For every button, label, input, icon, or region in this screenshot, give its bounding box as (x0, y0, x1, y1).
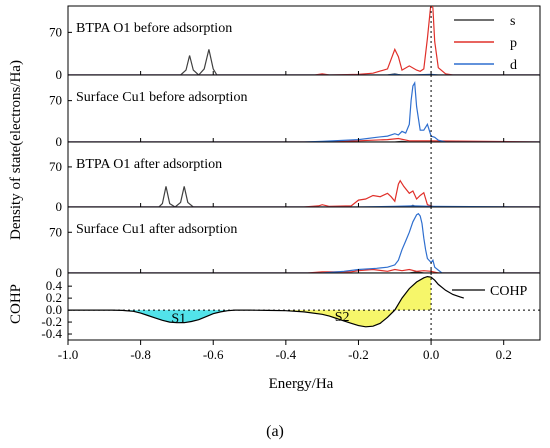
series-line-s (68, 49, 540, 75)
y-tick-label: 0 (56, 67, 63, 82)
legend-entry-p: p (510, 36, 517, 51)
dos-panel-3: 0 70 BTPA O1 after adsorption (49, 141, 541, 214)
cohp-legend-entry: COHP (490, 284, 528, 299)
cohp-region-fill-3 (394, 276, 432, 311)
x-tick-label: 0.0 (423, 347, 439, 362)
panel-title: BTPA O1 before adsorption (76, 21, 232, 36)
x-tick-label: -1.0 (58, 347, 79, 362)
x-tick-label: -0.8 (130, 347, 151, 362)
series-line-p (68, 6, 540, 75)
y-tick-label: 0 (56, 265, 63, 280)
y-tick-label: -0.4 (41, 326, 62, 341)
panel-frame (67, 272, 541, 341)
series-line-s (68, 186, 540, 207)
legend-entry-d: d (510, 58, 517, 73)
cohp-region-fill-1 (129, 310, 228, 323)
series-line-s (68, 140, 540, 142)
panel-title: BTPA O1 after adsorption (76, 157, 222, 172)
x-tick-label: -0.2 (348, 347, 369, 362)
cohp-region-label: S1 (171, 311, 186, 326)
y-tick-label: 0.2 (46, 290, 62, 305)
y-tick-label: 0 (56, 134, 63, 149)
x-tick-label: -0.6 (203, 347, 224, 362)
y-axis-label-dos: Density of state(electrons/Ha) (8, 60, 24, 240)
y-tick-label: -0.2 (41, 314, 62, 329)
panel-title: Surface Cu1 after adsorption (76, 222, 237, 237)
y-tick-label: 70 (49, 224, 62, 239)
y-tick-label: 0 (56, 199, 63, 214)
x-tick-label: 0.2 (496, 347, 512, 362)
series-line-d (68, 212, 540, 273)
y-tick-label: 0.0 (46, 302, 62, 317)
figure-caption: (a) (266, 423, 284, 440)
legend-entry-s: s (510, 14, 515, 29)
cohp-region-fill-2 (289, 310, 395, 327)
x-tick-label: -0.4 (276, 347, 297, 362)
panel-frame (67, 206, 541, 274)
y-tick-label: 70 (49, 159, 62, 174)
dos-panel-2: 0 70 Surface Cu1 before adsorption (49, 74, 541, 149)
series-line-p (68, 179, 540, 207)
series-line-d (68, 80, 540, 142)
cohp-line (68, 275, 464, 328)
panel-frame (67, 74, 541, 143)
panel-title: Surface Cu1 before adsorption (76, 90, 247, 105)
x-axis-label: Energy/Ha (269, 376, 334, 392)
legend: spd (454, 14, 517, 73)
y-tick-label: 70 (49, 24, 62, 39)
y-tick-label: 70 (49, 93, 62, 108)
cohp-region-label: S2 (335, 310, 350, 325)
dos-panel-4: 0 70 Surface Cu1 after adsorption (49, 206, 541, 280)
y-tick-label: 0.4 (46, 278, 63, 293)
plot-panels: 0 70 BTPA O1 before adsorption 0 70 Surface C… (41, 5, 541, 362)
y-axis-label-cohp: COHP (8, 284, 24, 324)
panel-frame (67, 141, 541, 208)
